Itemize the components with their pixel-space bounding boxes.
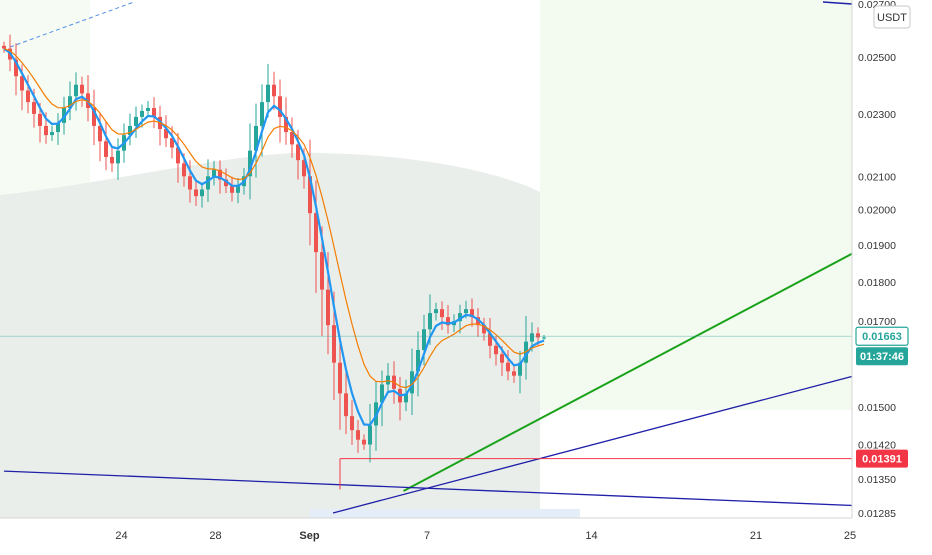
last-price-badge: 0.01663: [856, 327, 908, 345]
candle-body: [506, 363, 510, 372]
background-shade-right: [540, 0, 852, 410]
price-tick-label: 0.01800: [858, 277, 896, 289]
candle-body: [230, 186, 234, 193]
candle-body: [2, 46, 6, 49]
candle-body: [362, 440, 366, 445]
price-tick-label: 0.02100: [858, 171, 896, 183]
candle-body: [536, 333, 540, 337]
support-price-badge: 0.01391: [856, 450, 908, 468]
candle-body: [512, 371, 516, 375]
price-tick-label: 0.01900: [858, 240, 896, 252]
candle-body: [50, 132, 54, 135]
candle-body: [140, 111, 144, 117]
candle-body: [320, 252, 324, 289]
candle-body: [20, 76, 24, 90]
volume-profile-zone: [0, 153, 540, 518]
candle-body: [266, 85, 270, 102]
candle-body: [260, 102, 264, 126]
time-tick-label: Sep: [299, 530, 319, 542]
last-price-value: 0.01663: [862, 331, 902, 343]
candle-body: [530, 333, 534, 341]
price-tick-label: 0.02500: [858, 52, 896, 64]
price-tick-label: 0.01500: [858, 402, 896, 414]
time-tick-label: 21: [750, 530, 762, 542]
candle-body: [188, 176, 192, 189]
candle-body: [368, 425, 372, 444]
candle-body: [32, 102, 36, 114]
time-tick-label: 28: [209, 530, 221, 542]
candle-body: [194, 189, 198, 196]
candle-body: [110, 157, 114, 163]
time-tick-label: 24: [115, 530, 127, 542]
candle-body: [212, 170, 216, 176]
time-tick-label: 14: [585, 530, 597, 542]
price-tick-label: 0.01350: [858, 474, 896, 486]
candle-body: [464, 309, 468, 313]
candle-body: [350, 416, 354, 430]
price-tick-label: 0.02000: [858, 205, 896, 217]
candle-body: [428, 313, 432, 329]
candle-body: [542, 337, 546, 338]
candle-body: [500, 354, 504, 363]
time-tick-label: 25: [844, 530, 856, 542]
candle-body: [44, 126, 48, 135]
candle-body: [326, 290, 330, 326]
currency-text: USDT: [877, 12, 907, 24]
candle-body: [494, 346, 498, 354]
candle-body: [104, 141, 108, 157]
candle-body: [74, 85, 78, 97]
candle-body: [434, 309, 438, 313]
candle-body: [134, 117, 138, 126]
countdown-badge: 01:37:46: [856, 347, 908, 365]
currency-label[interactable]: USDT: [874, 6, 910, 28]
candle-body: [356, 430, 360, 440]
price-tick-label: 0.01285: [858, 508, 896, 520]
candle-body: [182, 163, 186, 176]
candle-body: [236, 186, 240, 193]
support-price-value: 0.01391: [862, 454, 902, 466]
candle-body: [146, 108, 150, 111]
price-tick-label: 0.01700: [858, 316, 896, 328]
time-tick-label: 7: [424, 530, 430, 542]
candle-body: [38, 114, 42, 126]
candle-body: [26, 90, 30, 102]
selection-range: [310, 509, 580, 518]
candle-body: [116, 151, 120, 164]
candle-body: [338, 363, 342, 394]
countdown-value: 01:37:46: [860, 351, 904, 363]
candle-body: [200, 189, 204, 196]
candle-body: [440, 309, 444, 317]
candle-body: [386, 376, 390, 385]
candle-body: [80, 85, 84, 94]
price-tick-label: 0.02300: [858, 109, 896, 121]
candle-body: [344, 393, 348, 416]
candle-body: [272, 85, 276, 97]
candle-body: [332, 325, 336, 363]
